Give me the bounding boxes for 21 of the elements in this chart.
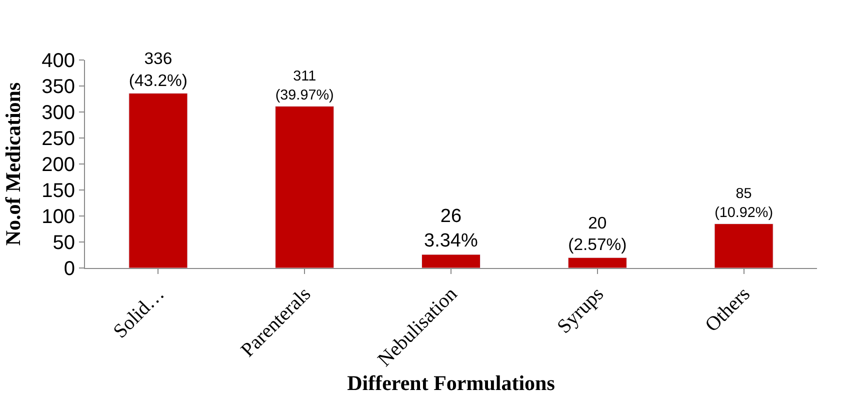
data-label: 336 (43.2%) (128, 49, 188, 90)
y-tick-label: 250 (42, 128, 75, 150)
y-tick-label: 350 (42, 76, 75, 98)
y-tick-label: 0 (64, 258, 75, 280)
y-tick-label: 200 (42, 154, 75, 176)
data-label: 20 (2.57%) (568, 213, 627, 254)
bar (275, 106, 334, 268)
y-tick-label: 50 (52, 232, 75, 254)
bar (568, 257, 627, 268)
y-tick-label: 150 (42, 180, 75, 202)
data-label: 26 3.34% (424, 206, 478, 252)
y-axis-title: No.of Medications (0, 82, 25, 246)
data-label: 85 (10.92%) (714, 186, 774, 222)
data-label: 311 (39.97%) (275, 68, 334, 104)
y-tick-label: 400 (42, 50, 75, 72)
bar (714, 224, 774, 268)
y-tick-label: 300 (42, 102, 75, 124)
y-tick-label: 100 (42, 206, 75, 228)
x-axis-title: Different Formulations (347, 370, 555, 395)
bar (128, 93, 188, 268)
bar (421, 254, 481, 268)
